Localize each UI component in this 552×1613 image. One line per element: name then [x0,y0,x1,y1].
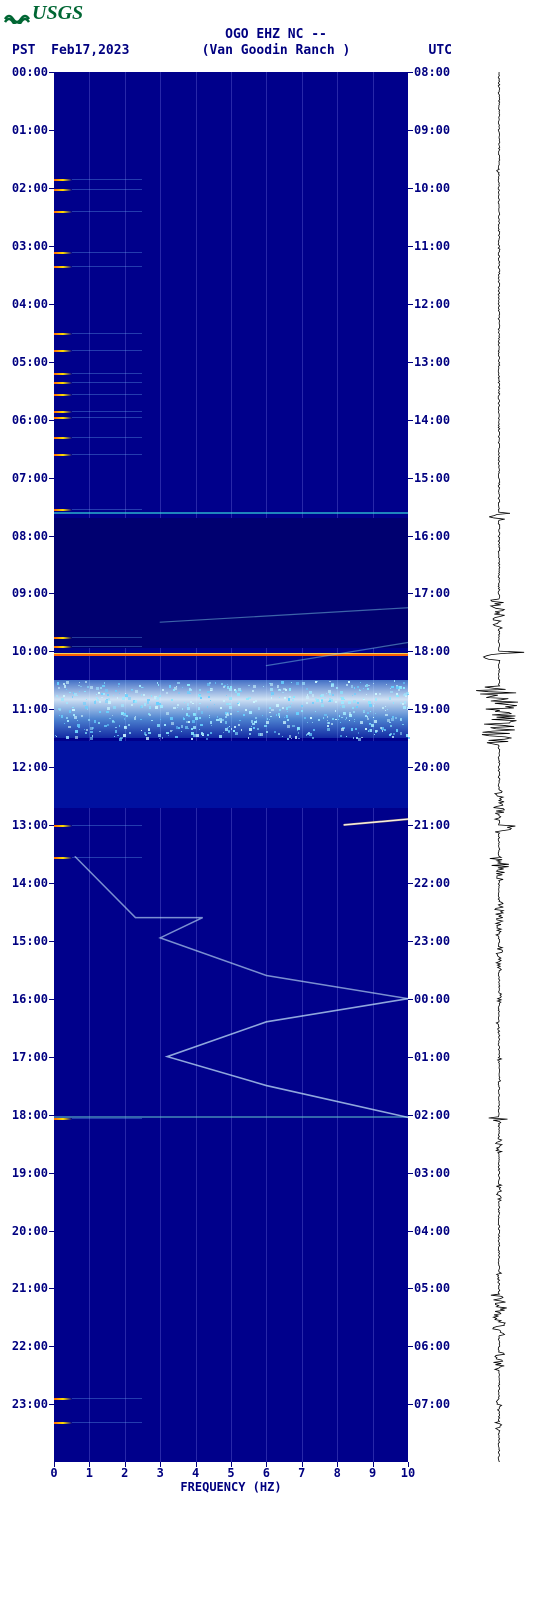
right-time-label: 20:00 [414,760,450,774]
header-left: PST Feb17,2023 [12,43,129,59]
usgs-logo: USGS [0,0,552,27]
left-time-label: 14:00 [6,876,48,890]
left-time-label: 05:00 [6,355,48,369]
x-tick-label: 0 [44,1466,64,1480]
x-axis-label: FREQUENCY (HZ) [54,1480,408,1494]
usgs-wave-icon [4,7,30,21]
right-time-label: 17:00 [414,586,450,600]
left-time-label: 04:00 [6,297,48,311]
x-tick-label: 9 [363,1466,383,1480]
right-time-label: 10:00 [414,181,450,195]
right-time-label: 11:00 [414,239,450,253]
right-time-label: 09:00 [414,123,450,137]
right-time-label: 16:00 [414,529,450,543]
right-time-label: 06:00 [414,1339,450,1353]
station-code: OGO EHZ NC -- [0,27,552,43]
left-time-label: 20:00 [6,1224,48,1238]
right-time-label: 12:00 [414,297,450,311]
left-time-label: 13:00 [6,818,48,832]
x-tick-label: 3 [150,1466,170,1480]
left-time-label: 15:00 [6,934,48,948]
right-time-label: 22:00 [414,876,450,890]
left-time-label: 17:00 [6,1050,48,1064]
tz-right: UTC [429,43,452,59]
right-time-label: 15:00 [414,471,450,485]
left-time-label: 07:00 [6,471,48,485]
right-time-label: 13:00 [414,355,450,369]
right-time-label: 18:00 [414,644,450,658]
x-tick-label: 5 [221,1466,241,1480]
x-tick-label: 1 [79,1466,99,1480]
left-time-label: 23:00 [6,1397,48,1411]
station-location: (Van Goodin Ranch ) [202,43,351,58]
left-time-label: 18:00 [6,1108,48,1122]
right-time-label: 07:00 [414,1397,450,1411]
right-time-label: 21:00 [414,818,450,832]
x-tick-label: 2 [115,1466,135,1480]
x-tick-label: 6 [256,1466,276,1480]
left-time-label: 11:00 [6,702,48,716]
left-time-label: 06:00 [6,413,48,427]
right-time-label: 02:00 [414,1108,450,1122]
x-tick-label: 10 [398,1466,418,1480]
left-time-label: 16:00 [6,992,48,1006]
left-time-label: 00:00 [6,65,48,79]
left-time-label: 12:00 [6,760,48,774]
left-time-label: 01:00 [6,123,48,137]
spectrogram [54,72,408,1462]
plot-header: OGO EHZ NC -- PST Feb17,2023 (Van Goodin… [0,27,552,58]
left-time-label: 10:00 [6,644,48,658]
left-time-label: 03:00 [6,239,48,253]
date: Feb17,2023 [51,43,129,58]
tz-left: PST [12,43,35,58]
left-time-label: 21:00 [6,1281,48,1295]
usgs-text: USGS [32,2,83,25]
right-time-label: 05:00 [414,1281,450,1295]
x-tick-label: 7 [292,1466,312,1480]
x-tick-label: 8 [327,1466,347,1480]
left-time-label: 09:00 [6,586,48,600]
right-time-label: 04:00 [414,1224,450,1238]
left-time-label: 02:00 [6,181,48,195]
right-time-label: 01:00 [414,1050,450,1064]
right-time-label: 08:00 [414,65,450,79]
right-time-label: 00:00 [414,992,450,1006]
left-time-label: 08:00 [6,529,48,543]
right-time-label: 23:00 [414,934,450,948]
left-time-label: 22:00 [6,1339,48,1353]
x-tick-label: 4 [186,1466,206,1480]
plot-area: FREQUENCY (HZ) 01234567891000:0001:0002:… [54,72,532,1502]
right-time-label: 03:00 [414,1166,450,1180]
right-time-label: 19:00 [414,702,450,716]
right-time-label: 14:00 [414,413,450,427]
seismogram [464,72,534,1462]
left-time-label: 19:00 [6,1166,48,1180]
